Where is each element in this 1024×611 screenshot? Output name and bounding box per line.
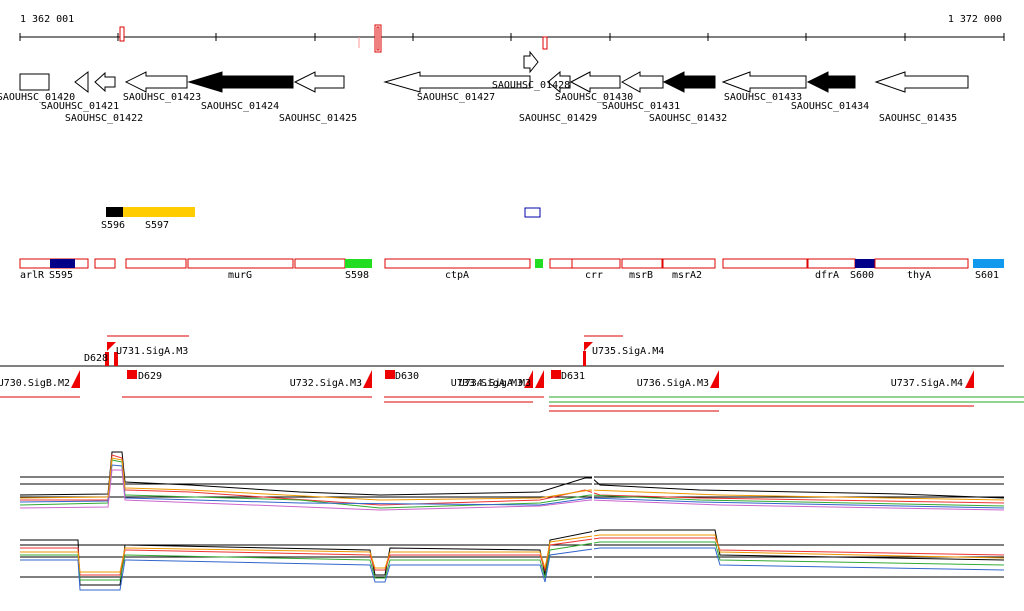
gene-label: SAOUHSC_01420 bbox=[0, 92, 75, 103]
transcript-label: U735.SigA.M4 bbox=[592, 346, 664, 357]
axis-end: 1 372 000 bbox=[948, 14, 1002, 25]
transcript-label: U737.SigA.M4 bbox=[891, 378, 963, 389]
region-label: crr bbox=[585, 270, 603, 281]
gene-label: SAOUHSC_01421 bbox=[41, 101, 119, 112]
axis-start: 1 362 001 bbox=[20, 14, 74, 25]
gene-label: SAOUHSC_01423 bbox=[123, 92, 201, 103]
region-label: S595 bbox=[49, 270, 73, 281]
gene-label: SAOUHSC_01422 bbox=[65, 113, 143, 124]
transcripts: D628 U731.SigA.M3 D629 U730.SigB.M2 U732… bbox=[0, 335, 1024, 412]
region-label: S600 bbox=[850, 270, 874, 281]
gene-label: SAOUHSC_01425 bbox=[279, 113, 357, 124]
gene-label: SAOUHSC_01433 bbox=[724, 92, 802, 103]
transcript-label: U734.SigA.M3 bbox=[459, 378, 531, 389]
gene-label: SAOUHSC_01431 bbox=[602, 101, 680, 112]
transcript-label: D629 bbox=[138, 371, 162, 382]
transcript-label: U733.SigA.M3 bbox=[451, 378, 523, 389]
feature-label: S597 bbox=[145, 220, 169, 231]
region-label: msrA2 bbox=[672, 270, 702, 281]
gene-label: SAOUHSC_01428 bbox=[492, 80, 570, 91]
gene-label: SAOUHSC_01430 bbox=[555, 92, 633, 103]
transcript-label: D631 bbox=[561, 371, 585, 382]
transcript-label: U730.SigB.M2 bbox=[0, 378, 70, 389]
region-label: S598 bbox=[345, 270, 369, 281]
features: S596 S597 bbox=[101, 207, 541, 231]
region-label: murG bbox=[228, 270, 252, 281]
transcript-label: U736.SigA.M3 bbox=[637, 378, 709, 389]
gene-label: SAOUHSC_01424 bbox=[201, 101, 279, 112]
region-label: dfrA bbox=[815, 270, 839, 281]
gene-label: SAOUHSC_01432 bbox=[649, 113, 727, 124]
transcript-label: D628 bbox=[84, 353, 108, 364]
regions: arlR S595 murG S598 ctpA crr msrB msrA2 … bbox=[19, 258, 1004, 281]
region-label: arlR bbox=[20, 270, 45, 281]
region-label: S601 bbox=[975, 270, 999, 281]
region-label: thyA bbox=[907, 270, 931, 281]
feature-label: S596 bbox=[101, 220, 125, 231]
region-label: msrB bbox=[629, 270, 653, 281]
transcript-label: U732.SigA.M3 bbox=[290, 378, 362, 389]
region-label: ctpA bbox=[445, 270, 469, 281]
expression-profiles bbox=[19, 451, 1005, 591]
genes: SAOUHSC_01420 SAOUHSC_01421 SAOUHSC_0142… bbox=[0, 50, 969, 124]
transcript-label: U731.SigA.M3 bbox=[116, 346, 188, 357]
gene-label: SAOUHSC_01429 bbox=[519, 113, 597, 124]
gene-label: SAOUHSC_01427 bbox=[417, 92, 495, 103]
ruler: 1 362 001 1 372 000 bbox=[19, 14, 1005, 53]
transcript-label: D630 bbox=[395, 371, 419, 382]
gene-label: SAOUHSC_01435 bbox=[879, 113, 957, 124]
gene-label: SAOUHSC_01434 bbox=[791, 101, 869, 112]
